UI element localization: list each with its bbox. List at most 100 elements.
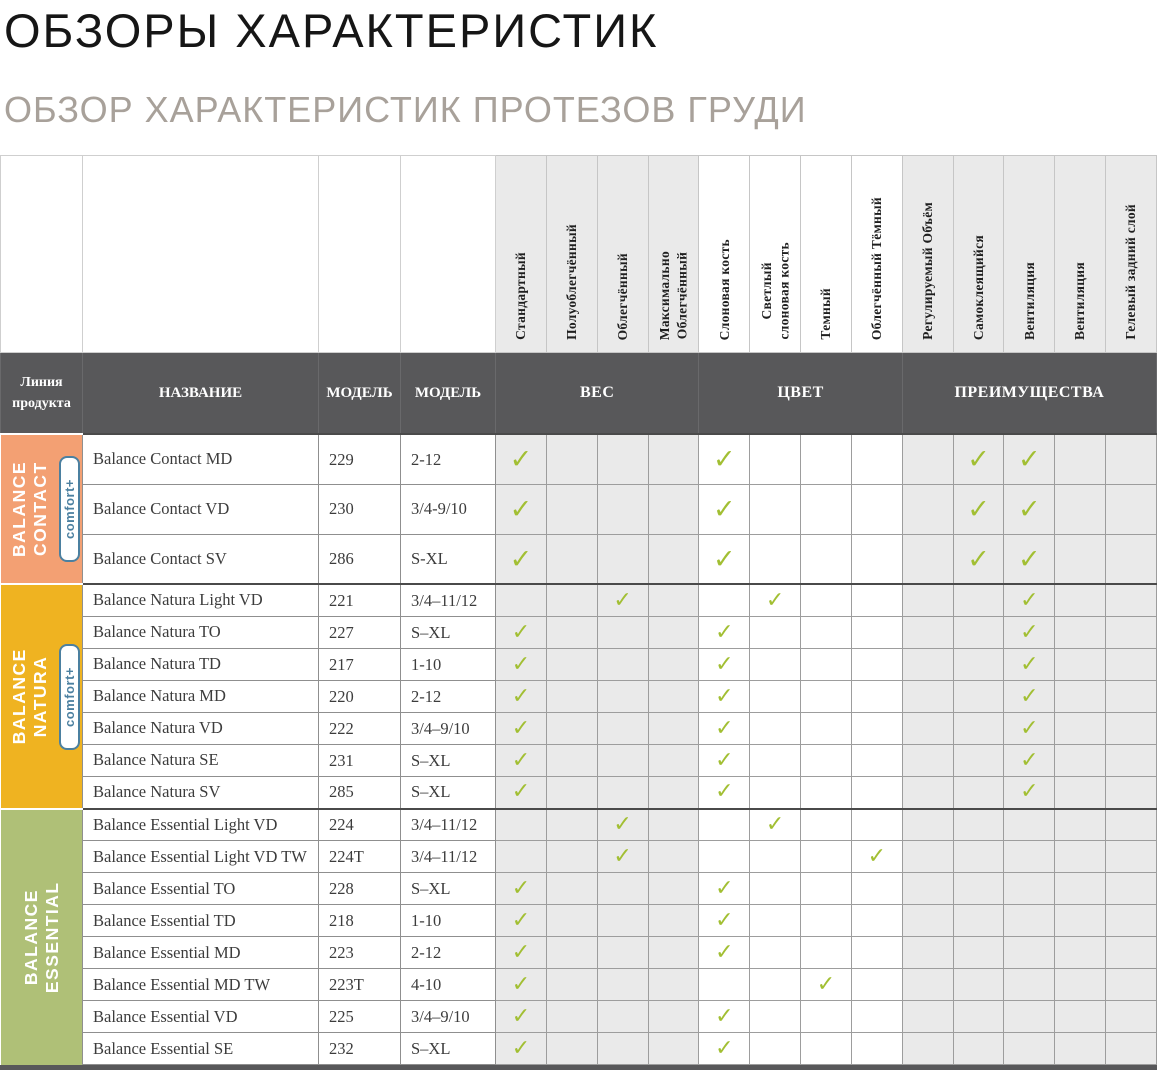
check-icon: ✓	[1020, 715, 1039, 741]
sizes-cell: 2-12	[400, 936, 496, 970]
feature-column-header: Гелевый задний слой	[1105, 154, 1157, 353]
check-cell: ✓	[698, 712, 751, 746]
check-cell	[749, 680, 802, 714]
check-icon: ✓	[511, 715, 531, 741]
check-cell	[1054, 807, 1107, 842]
check-icon: ✓	[509, 543, 533, 575]
check-cell	[1105, 1000, 1157, 1034]
product-line-label: BALANCE ESSENTIAL	[20, 881, 62, 994]
check-cell	[1105, 744, 1157, 778]
sizes-cell: 3/4–11/12	[400, 840, 496, 874]
comfort-plus-badge-label: comfort+	[62, 479, 77, 540]
feature-column-header: Максимально Облегчённый	[647, 154, 700, 353]
check-cell	[952, 904, 1005, 938]
check-cell	[1003, 936, 1056, 970]
check-cell	[749, 433, 802, 485]
product-row: Balance Essential SE 232 S–XL ✓ ✓	[1, 1032, 1157, 1066]
check-cell	[901, 807, 954, 842]
check-cell: ✓	[698, 936, 751, 970]
check-cell: ✓	[952, 433, 1005, 485]
check-cell	[800, 1000, 852, 1034]
check-cell	[901, 483, 954, 535]
feature-column-header: Светлый слоновая кость	[749, 154, 802, 353]
model-cell: 230	[318, 483, 401, 535]
check-cell	[850, 483, 903, 535]
check-cell	[596, 533, 649, 585]
check-cell	[749, 483, 802, 535]
check-cell: ✓	[596, 840, 649, 874]
check-cell: ✓	[1003, 680, 1056, 714]
model-cell: 224	[318, 807, 401, 842]
check-cell: ✓	[495, 872, 547, 906]
check-cell	[596, 1032, 649, 1066]
sizes-cell: S–XL	[400, 616, 496, 650]
check-cell	[647, 433, 700, 485]
check-cell	[596, 968, 649, 1002]
next-section-divider	[0, 1065, 1157, 1071]
check-cell	[800, 840, 852, 874]
product-row: Balance Essential VD 225 3/4–9/10 ✓ ✓	[1, 1000, 1157, 1034]
check-cell: ✓	[495, 433, 547, 485]
product-row: BALANCE CONTACT comfort+ Balance Contact M…	[0, 433, 1157, 585]
comfort-plus-badge: comfort+	[59, 643, 80, 750]
model-cell: 220	[318, 680, 401, 714]
check-icon: ✓	[712, 543, 736, 575]
check-cell	[545, 533, 598, 585]
sizes-cell: 3/4–11/12	[400, 583, 496, 618]
sizes-cell: 3/4–9/10	[400, 1000, 496, 1034]
feature-overview-table: Стандартный Полуоблегчённый Облегчённый Мак…	[0, 154, 1157, 1066]
feature-column-label: Самоклеящийся	[970, 234, 986, 340]
check-cell	[850, 533, 903, 585]
check-cell: ✓	[698, 872, 751, 906]
product-name-cell: Balance Natura TD	[82, 648, 319, 682]
check-cell: ✓	[1003, 533, 1056, 585]
check-cell	[800, 712, 852, 746]
header-blank-cell	[82, 154, 319, 353]
check-cell	[1105, 776, 1157, 810]
check-cell	[1054, 904, 1107, 938]
check-cell	[647, 712, 700, 746]
check-cell: ✓	[1003, 776, 1056, 810]
check-cell	[596, 712, 649, 746]
check-cell	[850, 1000, 903, 1034]
check-cell: ✓	[1003, 744, 1056, 778]
product-name-cell: Balance Essential Light VD TW	[82, 840, 319, 874]
check-cell	[1105, 680, 1157, 714]
check-cell	[749, 533, 802, 585]
check-cell	[1105, 968, 1157, 1002]
product-row: BALANCE NATURA comfort+ Balance Natura Lig…	[0, 583, 1157, 809]
check-cell	[596, 904, 649, 938]
check-cell: ✓	[495, 616, 547, 650]
check-cell	[495, 583, 547, 618]
check-cell	[596, 1000, 649, 1034]
sizes-column-header: МОДЕЛЬ	[400, 352, 496, 435]
check-icon: ✓	[1020, 587, 1039, 613]
header-blank-cell	[0, 154, 83, 353]
check-icon: ✓	[1018, 543, 1041, 575]
product-name-cell: Balance Essential TO	[82, 872, 319, 906]
check-icon: ✓	[715, 939, 734, 965]
check-cell	[952, 616, 1005, 650]
check-cell	[1054, 680, 1107, 714]
check-cell	[1054, 840, 1107, 874]
check-icon: ✓	[613, 587, 632, 613]
product-row: Balance Natura VD 222 3/4–9/10 ✓ ✓ ✓	[1, 712, 1157, 746]
feature-column-label: Вентиляция	[1072, 262, 1088, 340]
check-icon: ✓	[967, 493, 990, 525]
sizes-cell: S-XL	[400, 533, 496, 585]
check-icon: ✓	[511, 1035, 531, 1061]
check-cell	[850, 712, 903, 746]
check-cell	[1003, 840, 1056, 874]
check-cell	[800, 483, 852, 535]
check-cell: ✓	[698, 1032, 751, 1066]
check-cell	[1054, 776, 1107, 810]
table-body: BALANCE CONTACT comfort+ Balance Contact M…	[0, 433, 1157, 1066]
check-cell: ✓	[495, 680, 547, 714]
check-cell	[1105, 616, 1157, 650]
check-cell	[596, 744, 649, 778]
check-cell	[901, 872, 954, 906]
product-row: Balance Contact SV 286 S-XL ✓ ✓ ✓ ✓	[1, 533, 1157, 585]
check-cell	[952, 712, 1005, 746]
header-blank-cell	[318, 154, 401, 353]
check-cell	[596, 616, 649, 650]
